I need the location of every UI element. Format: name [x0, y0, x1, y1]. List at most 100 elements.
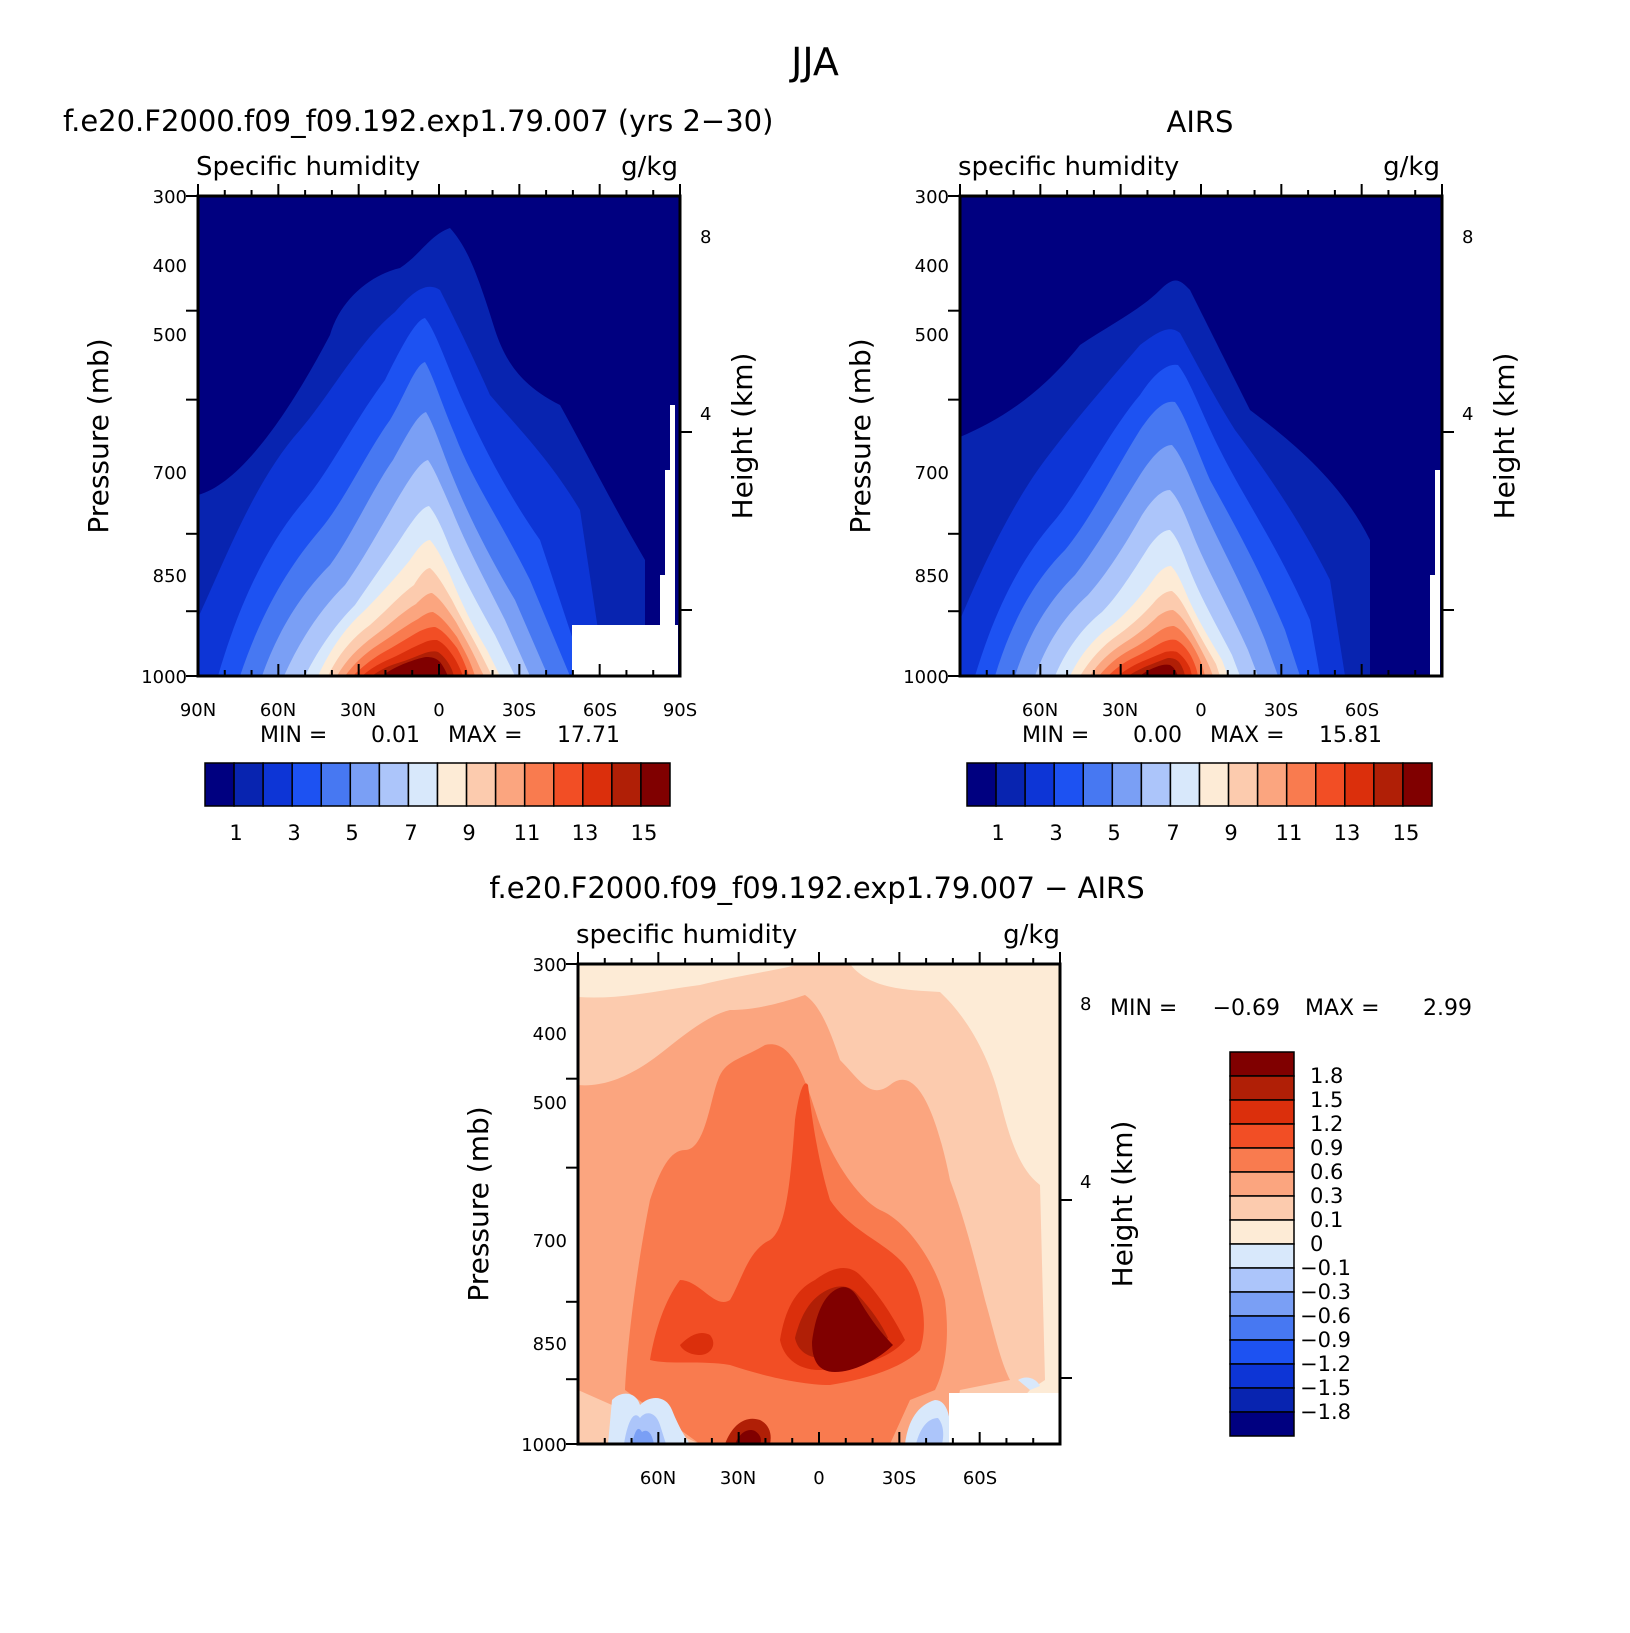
x-tick-label: 0: [433, 700, 444, 721]
contour-field: [198, 196, 680, 676]
min-label: MIN =: [260, 723, 327, 748]
left-string: specific humidity: [576, 920, 797, 950]
max-value: 2.99: [1423, 996, 1472, 1021]
colorbar-swatch: [966, 762, 997, 807]
colorbar-label: 9: [462, 821, 475, 845]
left-string: specific humidity: [958, 152, 1179, 182]
colorbar-label: −0.9: [1300, 1328, 1351, 1352]
colorbar-swatch: [611, 762, 642, 807]
colorbar-label: 7: [404, 821, 417, 845]
colorbar-swatch: [1229, 1267, 1295, 1293]
colorbar-swatch: [1229, 1219, 1295, 1245]
colorbar-label: 5: [1107, 821, 1120, 845]
colorbar-label: −1.5: [1300, 1376, 1351, 1400]
colorbar-label: 3: [1049, 821, 1062, 845]
colorbar-swatch: [1229, 1291, 1295, 1317]
y-tick-label: 400: [533, 1024, 567, 1045]
contour-field: [578, 964, 1060, 1444]
colorbar-swatch: [378, 762, 410, 807]
colorbar-label: 1.8: [1310, 1064, 1343, 1088]
colorbar: [1229, 1051, 1295, 1437]
y2-tick-label: 8: [700, 227, 711, 248]
colorbar-swatch: [1229, 1411, 1295, 1437]
colorbar-swatch: [1315, 762, 1346, 807]
colorbar-swatch: [995, 762, 1026, 807]
contour-level: [916, 1418, 944, 1444]
max-value: 17.71: [557, 723, 620, 748]
colorbar-swatch: [1229, 1147, 1295, 1173]
colorbar-swatch: [1344, 762, 1375, 807]
missing-data-region: [1430, 470, 1440, 676]
colorbar: [204, 762, 671, 807]
contour-level: [632, 1428, 654, 1444]
missing-data-region: [660, 405, 675, 626]
colorbar-swatch: [1053, 762, 1084, 807]
colorbar-swatch: [1227, 762, 1259, 807]
y-tick-label: 400: [915, 256, 949, 277]
x-tick-label: 60S: [963, 1468, 997, 1489]
contour-level: [382, 657, 448, 676]
max-label: MAX =: [1210, 723, 1285, 748]
colorbar-swatch: [1024, 762, 1055, 807]
colorbar-label: 0: [1310, 1232, 1323, 1256]
contour-level: [1140, 664, 1178, 676]
contour-field: [960, 196, 1442, 676]
colorbar-label: 1.5: [1310, 1088, 1343, 1112]
colorbar-label: 13: [1334, 821, 1361, 845]
colorbar-swatch: [1229, 1315, 1295, 1341]
missing-data-region: [572, 625, 678, 676]
colorbar-label: 5: [345, 821, 358, 845]
colorbar-label: 1: [991, 821, 1004, 845]
min-value: 0.00: [1133, 723, 1182, 748]
x-tick-label: 90N: [180, 700, 216, 721]
colorbar-swatch: [262, 762, 293, 807]
colorbar-label: 7: [1166, 821, 1179, 845]
colorbar-swatch: [1229, 1363, 1295, 1389]
y-tick-label: 300: [153, 187, 187, 208]
colorbar-swatch: [1229, 1339, 1295, 1365]
colorbar-label: 0.1: [1310, 1208, 1343, 1232]
panel-model: f.e20.F2000.f09_f09.192.exp1.79.007 (yrs…: [63, 104, 773, 845]
colorbar-swatch: [494, 762, 526, 807]
colorbar-swatch: [291, 762, 322, 807]
colorbar-swatch: [1229, 1051, 1295, 1077]
x-tick-label: 30S: [882, 1468, 916, 1489]
colorbar-swatch: [523, 762, 555, 807]
y-tick-label: 850: [915, 566, 949, 587]
colorbar-label: 1: [229, 821, 242, 845]
colorbar-swatch: [553, 762, 584, 807]
y2-tick-label: 4: [700, 404, 711, 425]
colorbar-swatch: [1285, 762, 1317, 807]
colorbar-swatch: [233, 762, 264, 807]
colorbar-swatch: [1229, 1075, 1295, 1101]
y-axis-label: Pressure (mb): [462, 1106, 495, 1301]
panel-difference: f.e20.F2000.f09_f09.192.exp1.79.007 − AI…: [462, 871, 1472, 1489]
colorbar-swatch: [1111, 762, 1143, 807]
x-tick-label: 30N: [1102, 700, 1138, 721]
colorbar-swatch: [1256, 762, 1288, 807]
colorbar-swatch: [1373, 762, 1404, 807]
x-tick-label: 0: [813, 1468, 824, 1489]
x-tick-label: 30S: [502, 700, 536, 721]
max-value: 15.81: [1319, 723, 1382, 748]
x-tick-label: 30N: [720, 1468, 756, 1489]
colorbar-swatch: [582, 762, 613, 807]
x-tick-label: 60N: [260, 700, 296, 721]
units-string: g/kg: [1003, 920, 1060, 950]
colorbar-swatch: [1229, 1243, 1295, 1269]
page-title: JJA: [789, 40, 839, 84]
min-label: MIN =: [1022, 723, 1089, 748]
x-tick-label: 90S: [663, 700, 697, 721]
colorbar-label: 9: [1224, 821, 1237, 845]
colorbar-swatch: [1198, 762, 1230, 807]
contour-level: [735, 1430, 761, 1444]
contour-level: [812, 1287, 893, 1372]
y-tick-label: 500: [533, 1093, 567, 1114]
max-label: MAX =: [448, 723, 523, 748]
colorbar-label: −0.6: [1300, 1304, 1351, 1328]
colorbar-swatch: [1082, 762, 1114, 807]
colorbar: [966, 762, 1433, 807]
colorbar-label: 13: [572, 821, 599, 845]
y-tick-label: 500: [153, 325, 187, 346]
